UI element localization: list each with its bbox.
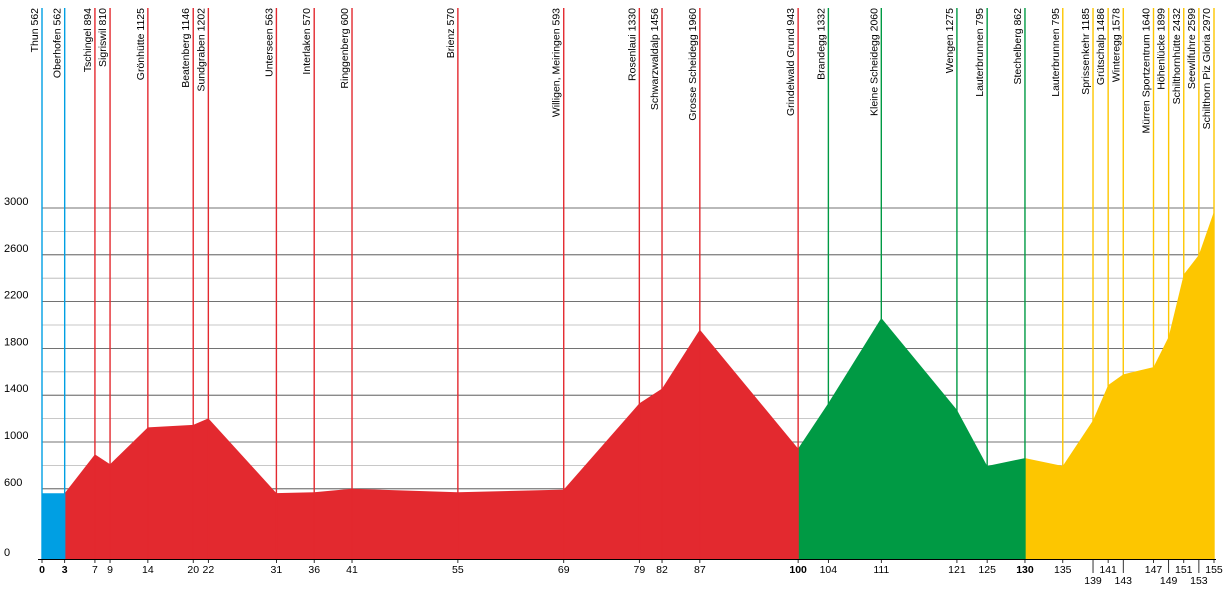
station-label: Beatenberg 1146	[180, 8, 192, 88]
station-label: Brandegg 1332	[815, 8, 827, 80]
x-tick-label: 121	[948, 564, 966, 576]
x-tick-label: 41	[346, 564, 358, 576]
x-tick-label: 155	[1205, 564, 1223, 576]
x-tick-label: 125	[978, 564, 996, 576]
station-label: Mürren Sportzentrum 1640	[1141, 8, 1153, 134]
station-label: Lauterbrunnen 795	[1050, 8, 1062, 97]
station-label: Wengen 1275	[944, 8, 956, 73]
x-tick-label: 79	[633, 564, 645, 576]
elevation-areas	[42, 211, 1214, 559]
station-label: Interlaken 570	[301, 8, 313, 75]
y-axis: 0 600 1000 1400 1800 2200 2600 3000	[4, 196, 28, 559]
x-tick-label: 82	[656, 564, 668, 576]
x-tick-label: 7	[92, 564, 98, 576]
x-axis: 0 3 7 9 14 20 22 31 36 41 55 69 79 82 87 100 104 111 121 12…	[38, 559, 1223, 587]
station-label: Lauterbrunnen 795	[974, 8, 986, 97]
station-label: Unterseen 563	[263, 8, 275, 77]
station-label: Thun 562	[29, 8, 41, 53]
y-tick-label: 600	[4, 477, 22, 489]
x-tick-label: 111	[873, 564, 889, 576]
x-tick-label: 31	[271, 564, 283, 576]
station-label: Grindelwald Grund 943	[785, 8, 797, 116]
station-label: Grosse Scheidegg 1960	[687, 8, 699, 121]
station-label: Höhenlücke 1899	[1156, 8, 1168, 90]
y-tick-label: 1400	[4, 383, 28, 395]
x-tick-label: 143	[1114, 575, 1132, 587]
station-label: Willigen, Meiringen 593	[551, 8, 563, 117]
x-tick-label: 141	[1099, 564, 1117, 576]
x-tick-label: 149	[1160, 575, 1178, 587]
elevation-area-segment-4	[1024, 211, 1214, 559]
y-tick-label: 3000	[4, 196, 28, 208]
x-tick-label: 153	[1190, 575, 1208, 587]
station-label: Grütschalp 1486	[1095, 8, 1107, 85]
x-tick-label: 100	[789, 564, 807, 576]
station-markers: Thun 562 Oberhofen 562 Tschingel 894 Sigris…	[29, 8, 1215, 559]
x-tick-label: 104	[820, 564, 838, 576]
x-tick-label: 22	[203, 564, 215, 576]
station-label: Sigriswil 810	[97, 8, 109, 67]
station-label: Sundgraben 1202	[195, 8, 207, 92]
station-label: Stechelberg 862	[1012, 8, 1024, 85]
x-tick-label: 87	[694, 564, 706, 576]
y-tick-label: 0	[4, 547, 10, 559]
station-label: Grönhütte 1125	[135, 8, 147, 80]
station-label: Schilthorn Piz Gloria 2970	[1201, 8, 1213, 130]
station-label: Sprissenkehr 1185	[1080, 8, 1092, 95]
x-tick-label: 135	[1054, 564, 1072, 576]
station-label: Oberhofen 562	[52, 8, 64, 78]
x-tick-label: 139	[1084, 575, 1102, 587]
station-label: Schwarzwaldalp 1456	[649, 8, 661, 110]
x-tick-label: 20	[187, 564, 199, 576]
elevation-area-segment-2	[64, 329, 799, 559]
station-label: Ringgenberg 600	[339, 8, 351, 89]
x-tick-label: 151	[1175, 564, 1193, 576]
x-tick-label: 130	[1016, 564, 1034, 576]
y-tick-label: 2200	[4, 290, 28, 302]
station-label: Rosenlaui 1330	[626, 8, 638, 81]
x-tick-label: 9	[107, 564, 113, 576]
x-tick-label: 14	[142, 564, 154, 576]
y-tick-label: 1000	[4, 430, 28, 442]
station-label: Winteregg 1578	[1110, 8, 1122, 82]
x-tick-label: 69	[558, 564, 570, 576]
y-tick-label: 2600	[4, 243, 28, 255]
x-tick-label: 55	[452, 564, 464, 576]
x-tick-label: 0	[39, 564, 45, 576]
x-tick-label: 36	[308, 564, 320, 576]
station-label: Schilthornhütte 2432	[1171, 8, 1183, 104]
y-tick-label: 1800	[4, 336, 28, 348]
station-label: Brienz 570	[445, 8, 457, 58]
elevation-area-segment-3	[798, 317, 1025, 559]
station-label: Seewlifuhre 2599	[1186, 8, 1198, 89]
elevation-area-segment-1	[42, 493, 65, 559]
station-label: Tschingel 894	[82, 8, 94, 72]
x-tick-label: 147	[1145, 564, 1163, 576]
station-label: Kleine Scheidegg 2060	[868, 8, 880, 116]
x-tick-label: 3	[62, 564, 68, 576]
